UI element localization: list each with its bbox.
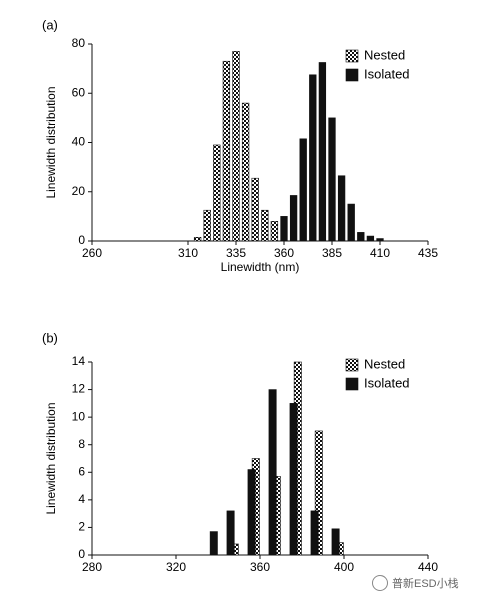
x-tick-label: 310 — [178, 246, 198, 260]
x-tick-label: 410 — [370, 246, 390, 260]
y-tick-label: 8 — [78, 437, 85, 451]
isolated-bar — [366, 235, 375, 242]
legend-label: Nested — [364, 356, 405, 371]
nested-bar — [270, 221, 279, 242]
nested-bar — [203, 209, 211, 242]
y-tick-label: 80 — [72, 36, 86, 50]
isolated-bar — [289, 403, 298, 556]
isolated-bar — [331, 528, 340, 556]
x-tick-label: 320 — [166, 560, 186, 574]
y-tick-label: 14 — [72, 354, 86, 368]
legend: Nested Isolated — [345, 47, 410, 82]
isolated-bar — [337, 175, 346, 242]
isolated-bar — [289, 195, 298, 242]
y-axis-title: Linewidth distribution — [44, 402, 58, 514]
y-tick-label: 60 — [72, 85, 86, 99]
legend-swatch — [345, 49, 359, 63]
y-tick-label: 10 — [72, 409, 86, 423]
x-tick-label: 280 — [82, 560, 102, 574]
nested-bar — [232, 51, 240, 242]
chart-panel-a: (a) 0 20 40 60 80 260 310 335 360 385 410 435 Linewid… — [42, 18, 438, 274]
nested-bar — [193, 237, 202, 242]
isolated-bar — [347, 203, 355, 242]
isolated-bar — [357, 232, 365, 242]
panel-label: (b) — [42, 331, 58, 346]
nested-bar — [314, 430, 323, 556]
isolated-bar — [318, 62, 327, 242]
isolated-bar — [226, 510, 235, 556]
y-tick-label: 6 — [78, 464, 85, 478]
watermark: 普新ESD小栈 — [372, 575, 459, 591]
isolated-bar — [247, 469, 256, 556]
isolated-bar — [376, 238, 384, 242]
watermark-text: 普新ESD小栈 — [392, 578, 459, 590]
legend-swatch — [345, 377, 359, 391]
nested-bar — [251, 177, 259, 242]
nested-bar — [261, 209, 269, 242]
isolated-bar — [309, 74, 317, 242]
x-tick-label: 440 — [418, 560, 438, 574]
legend-label: Isolated — [364, 66, 410, 81]
x-tick-label: 385 — [322, 246, 342, 260]
y-tick-label: 0 — [78, 547, 85, 561]
y-tick-label: 0 — [78, 233, 85, 247]
isolated-bar — [328, 117, 336, 242]
x-tick-label: 435 — [418, 246, 438, 260]
y-tick-label: 20 — [72, 184, 86, 198]
isolated-bar — [299, 138, 307, 242]
nested-bar — [241, 102, 250, 242]
panel-label: (a) — [42, 18, 58, 33]
x-axis-title: Linewidth (nm) — [221, 260, 300, 274]
isolated-bar — [310, 510, 319, 556]
legend-swatch — [345, 68, 359, 82]
legend-swatch — [345, 358, 359, 372]
x-tick-label: 400 — [334, 560, 354, 574]
y-tick-label: 40 — [72, 135, 86, 149]
isolated-bar — [268, 389, 277, 556]
wechat-icon — [372, 575, 388, 591]
y-tick-label: 2 — [78, 520, 85, 534]
legend-label: Nested — [364, 47, 405, 62]
x-tick-label: 360 — [274, 246, 294, 260]
y-axis-title: Linewidth distribution — [44, 86, 58, 198]
nested-bar — [213, 144, 221, 242]
legend: Nested Isolated — [345, 356, 410, 391]
y-tick-label: 4 — [78, 492, 85, 506]
isolated-bar — [280, 216, 288, 242]
x-tick-label: 360 — [250, 560, 270, 574]
isolated-bar — [209, 531, 218, 556]
nested-bar — [222, 60, 231, 242]
x-tick-label: 335 — [226, 246, 246, 260]
y-tick-label: 12 — [72, 382, 86, 396]
legend-label: Isolated — [364, 375, 410, 390]
chart-panel-b: (b) 0 2 4 6 8 10 12 14 280 320 360 400 440 Linewidth d… — [42, 331, 438, 574]
x-tick-label: 260 — [82, 246, 102, 260]
